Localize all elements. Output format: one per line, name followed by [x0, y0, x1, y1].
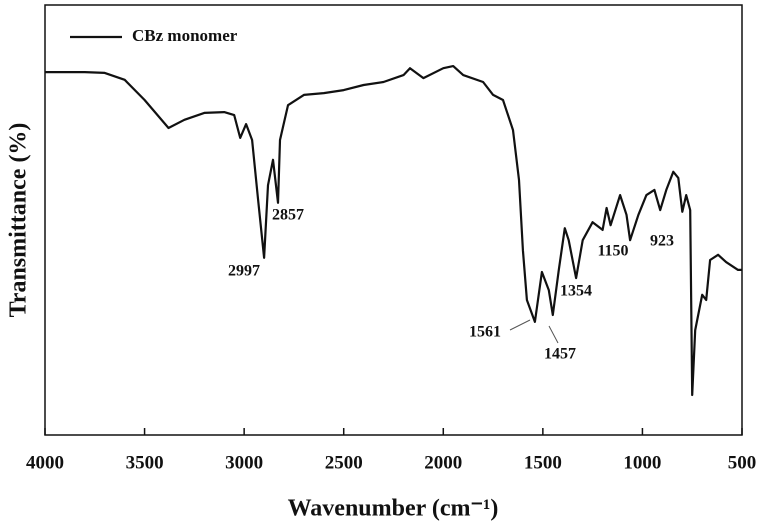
annotation-leader: [509, 319, 531, 331]
x-tick-label: 4000: [26, 452, 64, 473]
spectrum-line: [45, 65, 742, 397]
x-tick-label: 500: [728, 452, 757, 473]
x-tick-label: 2500: [325, 452, 363, 473]
peak-annotation: 1150: [597, 243, 628, 260]
x-tick-label: 1000: [623, 452, 661, 473]
x-tick-label: 1500: [524, 452, 562, 473]
y-axis-label: Transmittance (%): [6, 123, 32, 318]
x-axis-label: Wavenumber (cm⁻¹): [288, 496, 499, 522]
legend-label: CBz monomer: [132, 26, 238, 45]
plot-frame: [44, 4, 743, 436]
peak-annotation: 2997: [228, 263, 260, 280]
annotation-leader: [548, 325, 559, 344]
peak-annotation: 1457: [544, 346, 576, 363]
peak-annotation: 1561: [469, 324, 501, 341]
peak-annotation: 923: [650, 233, 674, 250]
x-tick-label: 3500: [126, 452, 164, 473]
x-tick-label: 3000: [225, 452, 263, 473]
peak-annotation: 2857: [272, 207, 304, 224]
x-tick-label: 2000: [424, 452, 462, 473]
peak-annotation: 1354: [560, 283, 592, 300]
